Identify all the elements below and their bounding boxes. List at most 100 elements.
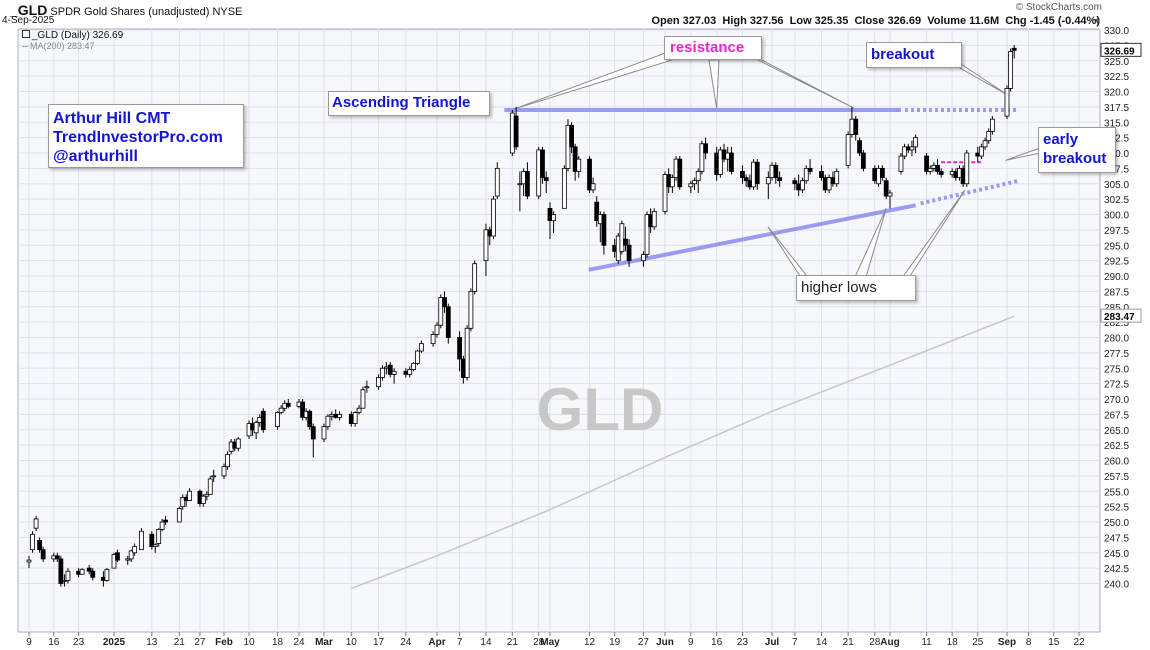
candle-body (641, 254, 646, 262)
candle-body (128, 550, 134, 560)
y-tick-label: 290.0 (1104, 272, 1129, 283)
security-name: SPDR Gold Shares (unadjusted) (50, 6, 210, 18)
candle-body (200, 495, 206, 504)
candle-body (468, 290, 474, 329)
ma200-series (351, 315, 1015, 590)
candle-body (132, 546, 138, 554)
candle-body (587, 158, 592, 191)
candle-body (40, 549, 46, 560)
y-tick-label: 250.0 (1104, 518, 1129, 529)
ma-axis-tag: 283.47 (1104, 312, 1135, 323)
y-tick-label: 280.0 (1104, 334, 1129, 345)
x-tick-label: 16 (48, 637, 60, 648)
candle-body (849, 118, 855, 135)
candle-body (310, 426, 316, 440)
candle-body (626, 244, 632, 262)
y-tick-label: 282.5 (1104, 318, 1129, 329)
candle-body (111, 554, 117, 569)
x-tick-label: 7 (457, 637, 463, 648)
candle-legend-icon (22, 30, 30, 38)
candle-body (803, 167, 809, 182)
x-tick-label: 27 (194, 637, 206, 648)
x-tick-label: 22 (1073, 637, 1085, 648)
candle-body (321, 426, 327, 440)
candle-body (30, 533, 35, 551)
author-box: Arthur Hill CMT TrendInvestorPro.com @ar… (48, 104, 244, 168)
candle-body (699, 143, 705, 172)
candle-body (139, 530, 144, 551)
candle-body (569, 124, 574, 148)
candle-body (986, 131, 992, 142)
candle-body (79, 568, 85, 575)
candle-body (517, 183, 523, 186)
candle-body (275, 412, 280, 428)
candle-body (383, 366, 389, 369)
early-breakout-label: early breakout (1038, 127, 1116, 173)
candle-body (37, 540, 43, 551)
candle-body (853, 118, 859, 135)
x-tick-label: 14 (480, 637, 492, 648)
ma-legend-icon (22, 46, 28, 48)
x-tick-label: Jul (765, 637, 780, 648)
candle-body (551, 214, 556, 222)
candle-body (807, 167, 813, 172)
exchange: NYSE (212, 6, 243, 18)
legend-ma: MA(200) 283.47 (22, 41, 95, 51)
y-tick-label: 275.0 (1104, 364, 1129, 375)
x-tick-label: 14 (816, 637, 828, 648)
x-tick-label: 21 (843, 637, 855, 648)
candle-body (464, 327, 470, 378)
candle-body (438, 297, 444, 326)
x-tick-label: 23 (73, 637, 85, 648)
candle-body (619, 223, 625, 252)
candle-body (773, 164, 779, 179)
y-tick-label: 270.0 (1104, 395, 1129, 406)
candle-body (387, 364, 393, 375)
x-tick-label: 9 (688, 637, 694, 648)
candle-body (695, 171, 701, 182)
candle-body (644, 214, 650, 255)
chart-date: 4-Sep-2025 (2, 15, 55, 26)
candle-body (415, 350, 420, 364)
candle-body (754, 161, 760, 185)
price-axis-tag: 326.69 (1104, 46, 1135, 57)
x-tick-label: 18 (947, 637, 959, 648)
x-tick-label: May (540, 637, 560, 648)
y-tick-label: 330.0 (1104, 26, 1129, 37)
candle-body (325, 415, 331, 428)
y-tick-label: 260.0 (1104, 457, 1129, 468)
y-tick-label: 320.0 (1104, 88, 1129, 99)
candle-body (982, 140, 988, 148)
candle-body (352, 412, 358, 424)
candle-body (822, 177, 828, 191)
y-tick-label: 277.5 (1104, 349, 1129, 360)
candle-body (979, 146, 984, 157)
candle-body (419, 343, 424, 352)
copyright: © StockCharts.com (1015, 2, 1102, 13)
y-tick-label: 292.5 (1104, 257, 1129, 268)
candle-body (938, 171, 944, 175)
x-tick-label: 23 (737, 637, 749, 648)
candle-body (913, 137, 918, 148)
ma-axis-tag-box (1100, 308, 1142, 323)
x-tick-label: 10 (346, 637, 358, 648)
y-tick-label: 265.0 (1104, 426, 1129, 437)
y-tick-label: 312.5 (1104, 134, 1129, 145)
candle-body (442, 297, 447, 308)
x-axis: 9 16 23 2025 13 21 27 Feb 10 18 24 Mar 10 17 24 Apr 7 14 2… (26, 632, 1085, 648)
candle-body (909, 146, 915, 151)
chevron-down-icon[interactable]: ▼ (1093, 16, 1102, 26)
x-tick-label: 25 (972, 637, 984, 648)
candle-body (407, 369, 413, 375)
early-breakout-line-1: early (1043, 131, 1079, 148)
candle-body (879, 167, 885, 179)
x-tick-label: 11 (921, 637, 932, 648)
x-tick-label: 16 (711, 637, 723, 648)
candle-body (703, 143, 708, 154)
candle-body (278, 407, 284, 413)
candle-body (380, 367, 385, 378)
candle-body (792, 180, 798, 185)
y-tick-label: 302.5 (1104, 195, 1129, 206)
candle-body (989, 118, 995, 132)
ma200-line (351, 315, 1015, 590)
